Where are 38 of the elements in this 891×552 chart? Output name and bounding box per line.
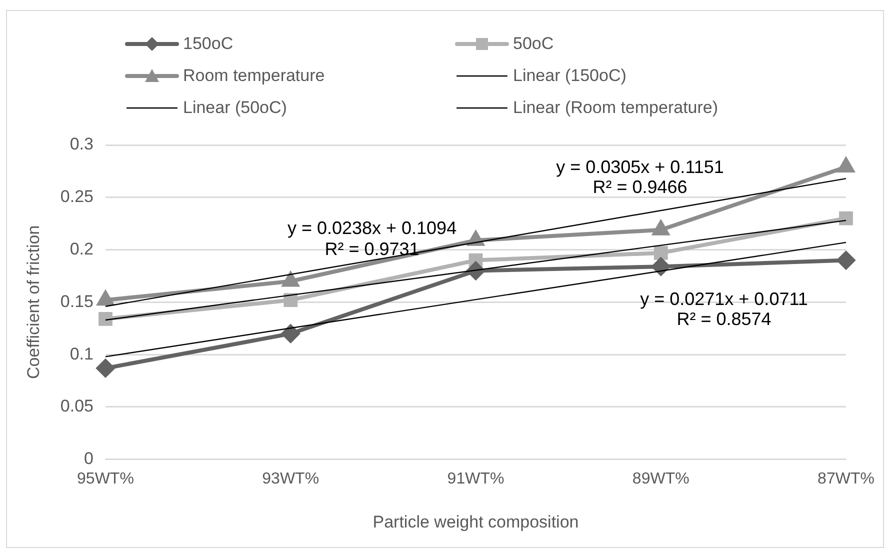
x-tick-label: 93WT% (262, 470, 320, 488)
point (284, 293, 298, 308)
point (282, 324, 300, 343)
point (96, 359, 114, 378)
legend-label: 50oC (513, 34, 554, 54)
point (654, 246, 668, 260)
y-tick-label: 0.3 (70, 134, 94, 154)
annotation: y = 0.0238x + 0.1094 (287, 218, 457, 238)
y-tick-label: 0.2 (70, 239, 94, 258)
point (97, 291, 114, 306)
point (839, 211, 853, 226)
x-axis-title: Particle weight composition (372, 512, 579, 532)
legend-label: Linear (50oC) (183, 98, 287, 118)
y-tick-label: 0.05 (60, 396, 94, 416)
legend-label: Room temperature (183, 66, 325, 86)
point (652, 258, 670, 276)
point (652, 220, 669, 236)
x-tick-label: 87WT% (818, 470, 874, 488)
y-tick-label: 0.1 (70, 344, 94, 364)
point (282, 272, 299, 287)
legend-label: Linear (150oC) (513, 66, 626, 86)
x-tick-label: 91WT% (447, 470, 504, 488)
annotation: R² = 0.8574 (676, 308, 772, 329)
y-tick-label: 0.25 (60, 187, 94, 206)
y-axis-title: Coefficient of friction (24, 225, 43, 380)
legend-label: Linear (Room temperature) (513, 98, 718, 118)
annotation: y = 0.0305x + 0.1151 (556, 156, 724, 177)
x-tick-label: 89WT% (632, 470, 690, 488)
point (98, 312, 112, 326)
point (837, 251, 855, 270)
annotation: y = 0.0271x + 0.0711 (640, 288, 808, 309)
x-tick-label: 95WT% (77, 470, 134, 488)
point (838, 158, 854, 173)
y-tick-label: 0.15 (60, 292, 94, 311)
annotation: R² = 0.9466 (592, 176, 688, 197)
annotation: R² = 0.9731 (324, 238, 420, 259)
y-tick-label: 0 (84, 449, 94, 468)
legend-label: 150oC (183, 34, 234, 54)
